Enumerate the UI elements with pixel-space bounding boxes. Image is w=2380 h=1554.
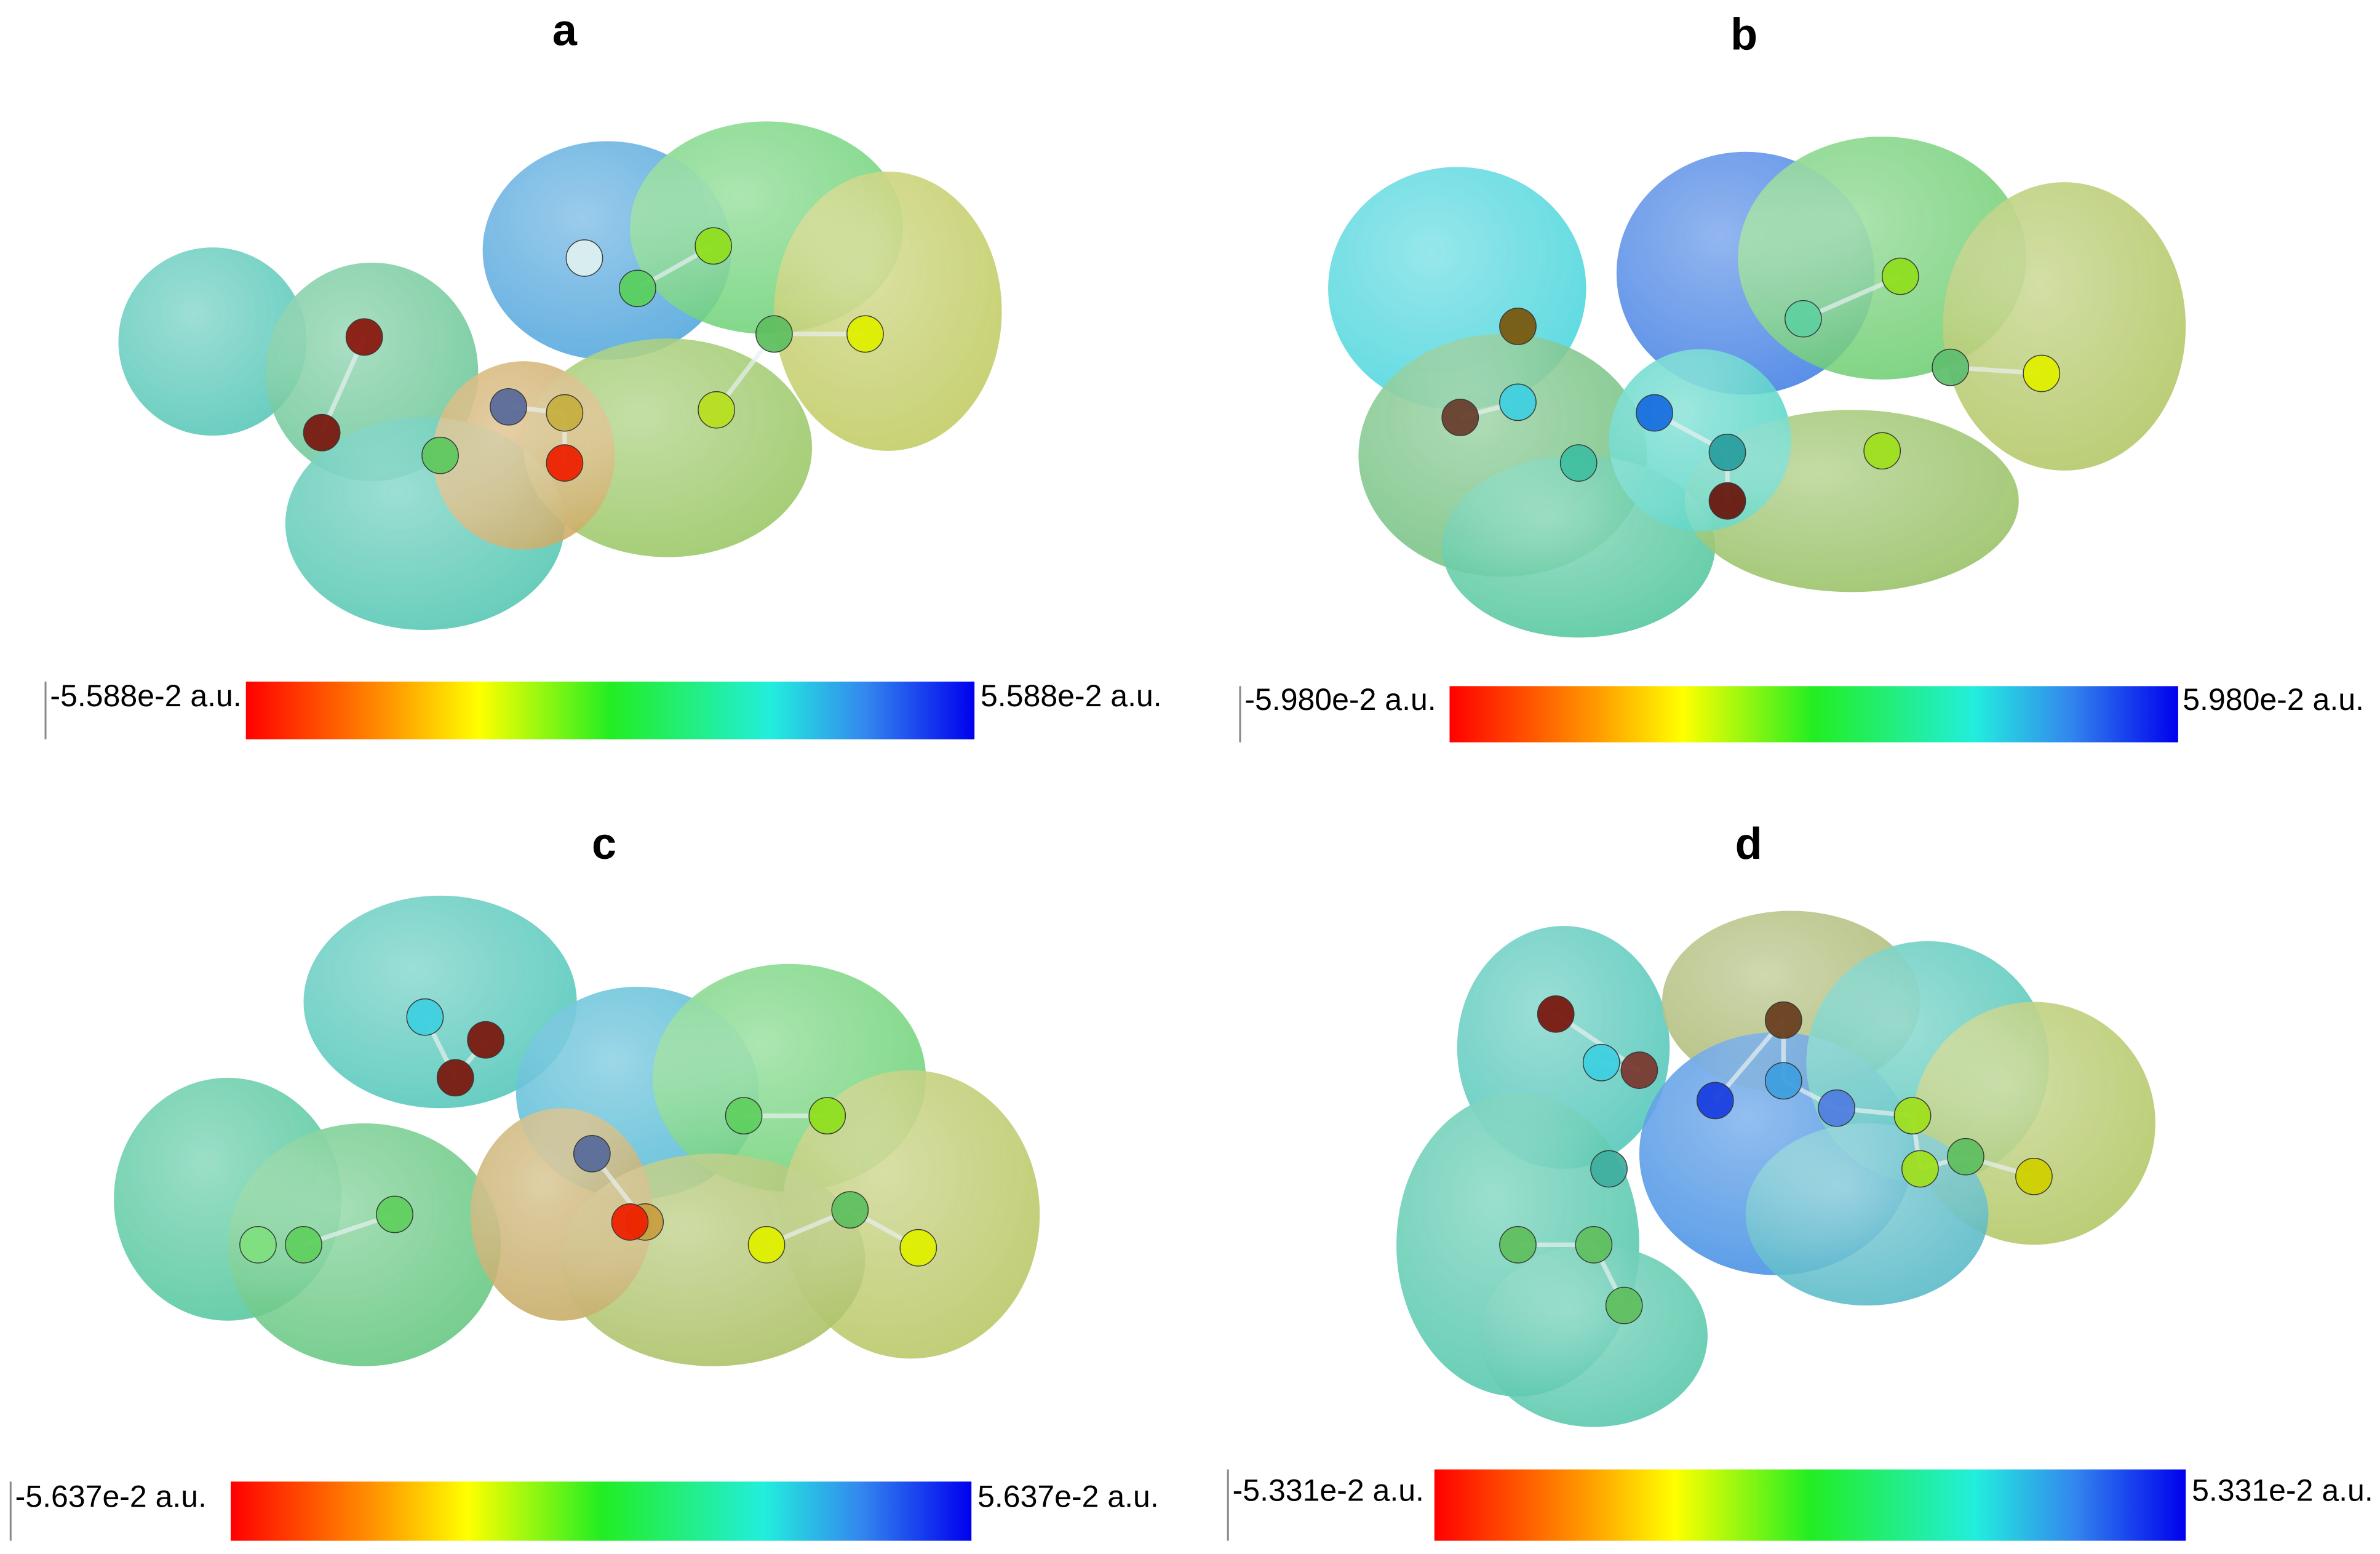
atom <box>2023 354 2061 392</box>
atom <box>421 436 459 474</box>
atom <box>239 1225 277 1264</box>
colorbar <box>1449 686 2178 743</box>
atom <box>1537 995 1575 1033</box>
atom <box>573 1134 611 1173</box>
colorbar-max-label: 5.980e-2 a.u. <box>2183 682 2364 717</box>
atom <box>1863 432 1901 470</box>
atom <box>490 388 527 426</box>
molecule-surface <box>118 121 1002 631</box>
atom <box>808 1097 846 1134</box>
surface-shine <box>118 247 307 436</box>
colorbar <box>1434 1469 2186 1541</box>
atom <box>1901 1150 1939 1188</box>
labels: a -5.588e-2 a.u. 5.588e-2 a.u. b -5.980e-2 a… <box>9 6 2373 1541</box>
atom <box>1582 1043 1620 1082</box>
panel-label: d <box>1735 819 1762 869</box>
colorbar-min-label: -5.331e-2 a.u. <box>1233 1473 1424 1508</box>
atom <box>1764 1001 1802 1039</box>
atom <box>1499 1225 1537 1264</box>
colorbar-min-label: -5.637e-2 a.u. <box>15 1480 207 1514</box>
atom <box>1499 383 1537 421</box>
atom <box>846 315 884 353</box>
atom <box>376 1195 413 1233</box>
atom <box>1893 1097 1932 1134</box>
colorbar-max-label: 5.331e-2 a.u. <box>2192 1473 2373 1508</box>
atom <box>345 318 383 356</box>
atom <box>2015 1157 2053 1195</box>
atom <box>1947 1138 1984 1176</box>
atom <box>1696 1082 1734 1120</box>
atom <box>1559 444 1598 482</box>
atom <box>698 391 736 429</box>
atom <box>546 394 584 432</box>
atom <box>406 998 444 1036</box>
atom <box>831 1191 869 1229</box>
atom <box>436 1059 474 1097</box>
atom <box>1932 348 1970 386</box>
surface-shine <box>1943 182 2186 471</box>
atom <box>303 413 341 452</box>
panel-label: a <box>552 6 578 55</box>
colorbar <box>231 1481 972 1541</box>
atom <box>1881 257 1919 295</box>
molecule-art <box>114 121 2186 1427</box>
atom <box>611 1203 649 1241</box>
panel-label: c <box>592 819 616 869</box>
atom <box>618 269 656 308</box>
molecule-surface <box>114 895 1040 1366</box>
atom <box>1620 1051 1658 1089</box>
panel-label: b <box>1730 10 1757 60</box>
atom <box>565 239 603 277</box>
molecule-surface <box>1328 137 2186 638</box>
atom <box>1636 394 1673 432</box>
atom <box>747 1225 786 1264</box>
atom <box>1764 1062 1802 1100</box>
surface-shine <box>228 1123 501 1366</box>
atom <box>1708 433 1746 471</box>
atom <box>546 444 584 482</box>
colorbar-min-label: -5.980e-2 a.u. <box>1244 682 1436 717</box>
atom <box>755 315 793 353</box>
colorbar-max-label: 5.588e-2 a.u. <box>981 679 1162 713</box>
colorbar <box>245 681 975 739</box>
atom <box>725 1097 763 1134</box>
atom <box>467 1021 504 1059</box>
atom <box>899 1229 937 1267</box>
surface-shine <box>1609 349 1791 532</box>
atom <box>1818 1089 1856 1127</box>
atom <box>1575 1225 1613 1264</box>
atom <box>1499 308 1537 345</box>
colorbar-min-label: -5.588e-2 a.u. <box>50 679 241 713</box>
atom <box>1441 399 1479 436</box>
atom <box>1605 1286 1643 1325</box>
atom <box>694 227 733 265</box>
atom <box>1785 300 1822 338</box>
surface-shine <box>432 361 615 550</box>
atom <box>285 1225 322 1264</box>
surface-shine <box>1479 1245 1708 1427</box>
atom <box>1590 1150 1628 1188</box>
colorbar-max-label: 5.637e-2 a.u. <box>977 1480 1159 1514</box>
surface-shine <box>774 171 1002 451</box>
atom <box>1708 482 1746 520</box>
surface-shine <box>303 895 577 1109</box>
